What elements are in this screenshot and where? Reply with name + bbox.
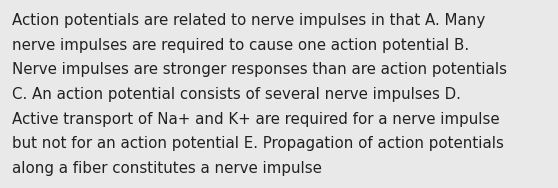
Text: Action potentials are related to nerve impulses in that A. Many: Action potentials are related to nerve i… [12,13,485,28]
Text: Active transport of Na+ and K+ are required for a nerve impulse: Active transport of Na+ and K+ are requi… [12,112,500,127]
Text: C. An action potential consists of several nerve impulses D.: C. An action potential consists of sever… [12,87,461,102]
Text: along a fiber constitutes a nerve impulse: along a fiber constitutes a nerve impuls… [12,161,322,176]
Text: nerve impulses are required to cause one action potential B.: nerve impulses are required to cause one… [12,38,469,53]
Text: Nerve impulses are stronger responses than are action potentials: Nerve impulses are stronger responses th… [12,62,507,77]
Text: but not for an action potential E. Propagation of action potentials: but not for an action potential E. Propa… [12,136,504,151]
